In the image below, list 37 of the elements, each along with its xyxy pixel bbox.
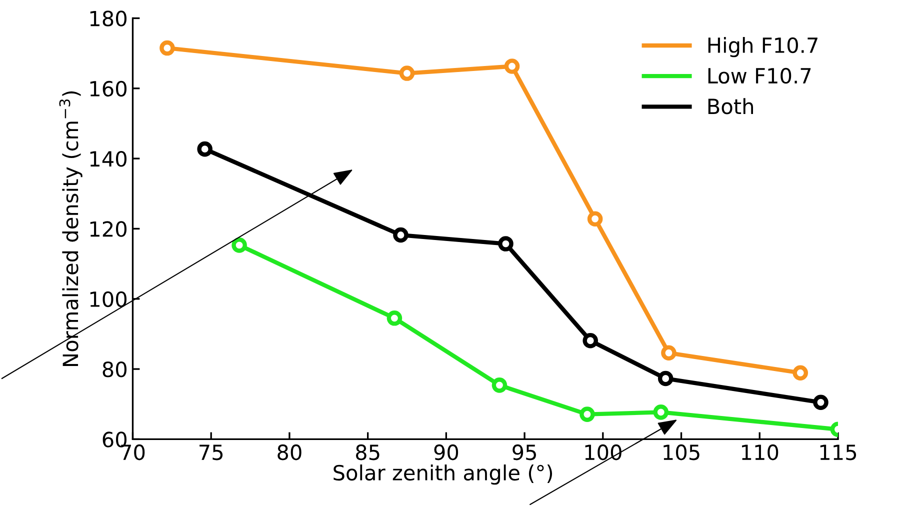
x-tick-label: 105	[664, 444, 700, 460]
point	[393, 227, 408, 243]
x-tick-label: 75	[200, 444, 223, 460]
point	[582, 332, 598, 348]
y-axis-title: Normalized density (cm$^{−3}$)	[59, 91, 82, 366]
point	[399, 66, 415, 81]
point	[160, 40, 175, 56]
legend-label: Low F10.7	[708, 68, 811, 84]
point	[386, 310, 402, 326]
legend-label: Both	[708, 98, 753, 114]
point	[653, 404, 669, 420]
point	[504, 58, 520, 74]
point	[792, 365, 808, 381]
point	[661, 345, 676, 361]
y-tick-label: 160	[90, 80, 126, 97]
x-tick-label: 100	[585, 444, 622, 460]
x-axis-title: Solar zenith angle (°)	[334, 464, 552, 485]
point	[587, 211, 603, 227]
x-tick-label: 90	[434, 444, 458, 460]
y-tick-label: 180	[90, 10, 126, 26]
y-tick-label: 100	[90, 291, 126, 308]
point	[232, 238, 247, 253]
y-tick-label: 140	[90, 151, 126, 167]
point	[492, 378, 508, 393]
point	[580, 406, 595, 422]
x-tick-label: 110	[742, 444, 778, 460]
x-tick-label: 115	[820, 444, 856, 460]
x-tick-label: 85	[356, 444, 380, 460]
legend-label: High F10.7	[708, 36, 818, 58]
point	[197, 141, 212, 157]
point	[813, 394, 828, 410]
y-tick-label: 80	[102, 361, 126, 378]
y-tick-label: 120	[90, 221, 126, 237]
x-tick-label: 95	[512, 444, 536, 460]
point	[498, 236, 514, 252]
point	[658, 370, 674, 386]
x-tick-label: 80	[278, 444, 302, 460]
